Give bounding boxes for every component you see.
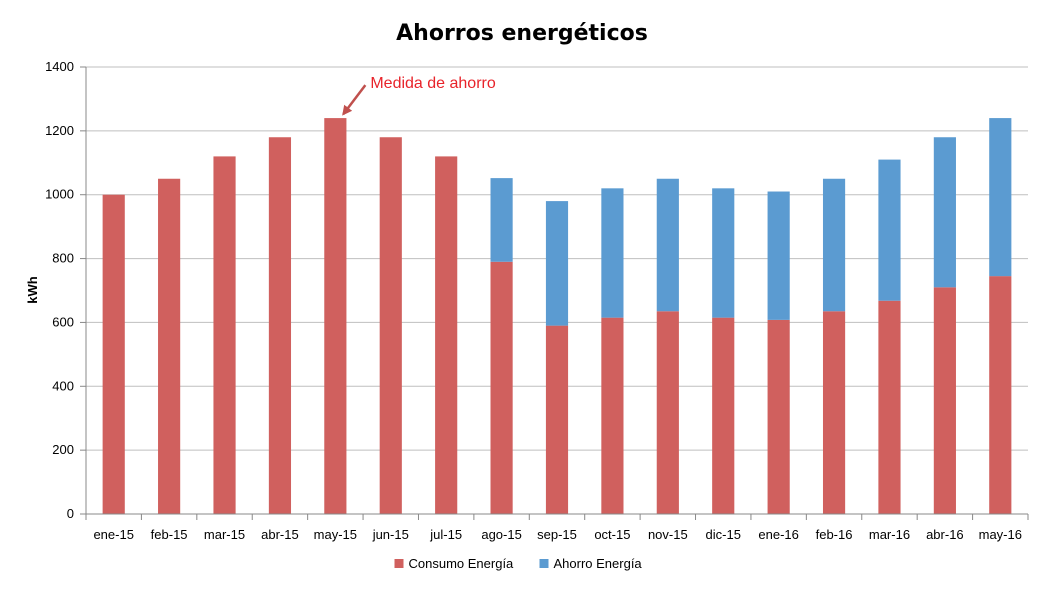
bar-consumo-ago-15	[490, 261, 513, 514]
x-tick-label: may-16	[979, 527, 1022, 542]
x-tick-label: nov-15	[648, 527, 688, 542]
bars	[102, 118, 1012, 514]
x-tick-label: jun-15	[372, 527, 409, 542]
x-tick-label: ene-15	[93, 527, 133, 542]
bar-consumo-may-15	[324, 118, 347, 514]
x-tick-label: mar-15	[204, 527, 245, 542]
bar-ahorro-oct-15	[601, 188, 624, 318]
bar-consumo-sep-15	[545, 325, 569, 514]
bar-consumo-feb-16	[822, 311, 846, 514]
x-tick-label: feb-15	[151, 527, 188, 542]
bar-ahorro-may-16	[989, 118, 1012, 277]
bar-consumo-mar-16	[878, 300, 901, 514]
legend-label-ahorro: Ahorro Energía	[554, 556, 643, 571]
annotation-arrow	[342, 84, 367, 116]
legend-swatch-consumo	[394, 559, 404, 568]
bar-consumo-dic-15	[712, 317, 735, 514]
x-tick-label: jul-15	[429, 527, 462, 542]
bar-consumo-oct-15	[601, 317, 624, 514]
x-tick-label: sep-15	[537, 527, 577, 542]
bar-consumo-ene-16	[767, 319, 790, 514]
bar-consumo-jun-15	[379, 137, 402, 514]
annotations: Medida de ahorro	[342, 75, 496, 116]
bar-consumo-feb-15	[158, 178, 181, 514]
y-tick-label: 1400	[45, 59, 74, 74]
bar-ahorro-abr-16	[933, 137, 956, 288]
y-tick-label: 400	[52, 378, 74, 393]
y-tick-label: 0	[67, 506, 74, 521]
chart-title: Ahorros energéticos	[396, 21, 648, 46]
x-tick-label: mar-16	[869, 527, 910, 542]
x-tick-label: abr-15	[261, 527, 299, 542]
x-tick-label: oct-15	[594, 527, 630, 542]
bar-ahorro-feb-16	[822, 178, 846, 312]
bar-consumo-abr-16	[933, 287, 956, 514]
bar-ahorro-mar-16	[878, 159, 901, 301]
y-tick-label: 1000	[45, 187, 74, 202]
x-tick-label: dic-15	[706, 527, 741, 542]
y-tick-label: 1200	[45, 123, 74, 138]
x-tick-label: may-15	[314, 527, 357, 542]
bar-consumo-nov-15	[656, 311, 679, 514]
x-tick-label: feb-16	[816, 527, 853, 542]
x-tick-label: ene-16	[758, 527, 798, 542]
legend: Consumo Energía Ahorro Energía	[394, 556, 643, 571]
bar-consumo-mar-15	[213, 156, 236, 514]
bar-ahorro-dic-15	[712, 188, 735, 318]
bar-ahorro-sep-15	[545, 201, 569, 326]
x-tick-label: abr-16	[926, 527, 964, 542]
y-axis-label: kWh	[25, 276, 40, 304]
x-tick-label: ago-15	[481, 527, 521, 542]
bar-ahorro-nov-15	[656, 178, 679, 312]
bar-ahorro-ago-15	[490, 178, 513, 262]
annotation-label: Medida de ahorro	[370, 75, 496, 92]
bar-ahorro-ene-16	[767, 191, 790, 320]
bar-consumo-may-16	[989, 276, 1012, 514]
legend-label-consumo: Consumo Energía	[409, 556, 515, 571]
legend-swatch-ahorro	[539, 559, 549, 568]
bar-consumo-abr-15	[268, 137, 292, 514]
bar-consumo-ene-15	[102, 194, 125, 514]
y-tick-label: 800	[52, 251, 74, 266]
axes: 0 200 400 600 800 1000 1200 1400 ene-15 feb-15 mar…	[45, 59, 1029, 542]
y-tick-label: 200	[52, 442, 74, 457]
bar-consumo-jul-15	[435, 156, 458, 514]
y-tick-label: 600	[52, 314, 74, 329]
